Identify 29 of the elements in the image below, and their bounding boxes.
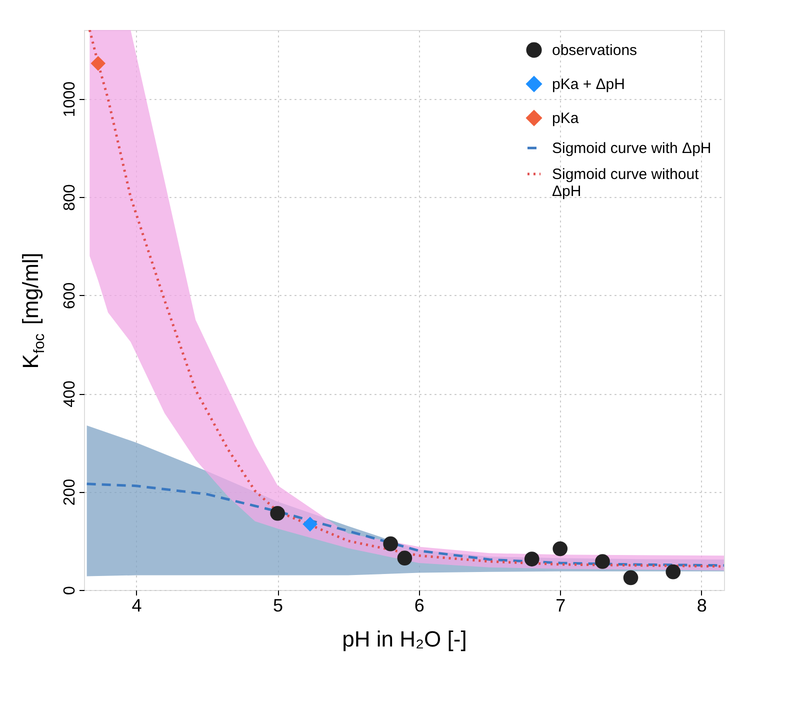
legend-label: pKa (552, 110, 580, 127)
x-tick-label: 5 (273, 596, 284, 616)
x-tick-label: 7 (556, 596, 566, 616)
point (666, 564, 681, 580)
point (552, 541, 568, 556)
legend-label: observations (552, 42, 638, 59)
y-tick-label: 800 (62, 184, 78, 211)
point (302, 516, 318, 532)
y-tick-label: 600 (62, 282, 78, 310)
x-axis-title: pH in H₂O [-] (342, 626, 467, 652)
x-tick-label: 4 (132, 596, 142, 616)
point (383, 536, 398, 552)
y-tick-label: 200 (62, 478, 78, 506)
y-axis-title: Kfoc [mg/ml] (18, 252, 48, 369)
point (90, 56, 106, 71)
y-tick-label: 400 (62, 380, 78, 408)
line-series (86, 482, 724, 567)
legend-label: Sigmoid curve with ΔpH (552, 140, 712, 157)
point (524, 552, 540, 566)
x-tick-label: 6 (414, 596, 424, 616)
point (397, 550, 412, 566)
y-tick-label: 0 (62, 586, 78, 595)
x-tick-label: 8 (696, 596, 707, 616)
legend-label: pKa + ΔpH (552, 76, 625, 93)
legend-label: Sigmoid curve without ΔpH (552, 166, 700, 200)
point (595, 554, 610, 569)
point (623, 570, 638, 586)
y-tick-label: 1000 (62, 81, 78, 118)
point (270, 506, 285, 521)
